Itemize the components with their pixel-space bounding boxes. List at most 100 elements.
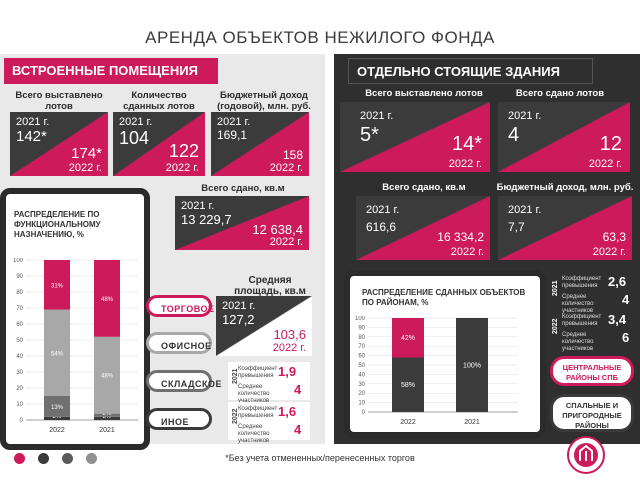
bar-segment (44, 396, 70, 417)
right-stat-label-1: Всего выставлено лотов (365, 88, 483, 99)
ratio-k-label: Коэффициент превышения (238, 366, 278, 379)
x-tick-label: 2021 (464, 419, 480, 426)
year-2021: 2021 г. (217, 116, 251, 128)
year-2022: 2022 г. (588, 158, 622, 170)
value-2021: 127,2 (222, 312, 255, 327)
y-tick-label: 10 (358, 401, 365, 407)
y-tick-label: 40 (16, 354, 23, 360)
y-tick-label: 80 (16, 290, 23, 296)
ratio-k-label: Коэффициент превышения (562, 314, 602, 327)
year-2021: 2021 г. (360, 110, 394, 122)
right-stat-card-budget: 2021 г. 7,7 63,3 2022 г. (498, 196, 632, 260)
y-tick-label: 30 (358, 382, 365, 388)
data-label: 2% (53, 414, 62, 420)
bar-segment (392, 357, 424, 412)
right-ratio-2021: 2021 Коэффициент превышения 2,6 Среднее … (552, 274, 636, 314)
year-2022: 2022 г. (592, 246, 626, 258)
year-2022: 2022 г. (269, 162, 303, 174)
category-office: ОФИСНОЕ (146, 332, 212, 354)
value-2021: 142* (16, 128, 47, 145)
value-2021: 13 229,7 (181, 212, 232, 227)
footnote: *Без учета отмененных/перенесенных торго… (225, 453, 415, 463)
left-stat-card-budget-income: 2021 г. 169,1 158 2022 г. (211, 112, 309, 176)
page-dot-3[interactable] (62, 453, 73, 464)
data-label: 100% (463, 363, 481, 370)
ratio-k-label: Коэффициент превышения (238, 406, 278, 419)
value-2021: 4 (508, 124, 520, 146)
bar-segment (94, 336, 120, 414)
category-trade: ТОРГОВОЕ (146, 295, 214, 317)
functional-chart-frame (0, 188, 150, 450)
data-label: 58% (401, 382, 415, 389)
functional-chart: 0 10 20 30 40 50 60 70 80 90 100 2% 13% 54% 31% 2022 2% 2… (13, 258, 138, 434)
year-2021: 2021 г. (222, 300, 256, 312)
left-avg-card: 2021 г. 127,2 103,6 2022 г. (216, 296, 312, 356)
y-tick-label: 70 (16, 306, 23, 312)
ratio-year: 2022 (552, 318, 559, 334)
year-2022: 2022 г. (448, 158, 482, 170)
district-chart: 0 10 20 30 40 50 60 70 80 90 100 58% 42% 2022 100% 2021 (355, 316, 518, 426)
value-2022: 158 (282, 148, 303, 162)
right-stat-card-area: 2021 г. 616,6 16 334,2 2022 г. (356, 196, 490, 260)
y-tick-label: 30 (16, 370, 23, 376)
emblem-icon (567, 436, 605, 474)
left-area-card: 2021 г. 13 229,7 12 638,4 2022 г. (175, 196, 309, 250)
value-2022: 122 (168, 141, 199, 161)
left-ratio-2021: 2021 Коэффициент превышения 1,9 Среднее … (228, 362, 310, 404)
year-2021: 2021 г. (508, 204, 542, 216)
legend-central-districts: ЦЕНТРАЛЬНЫЕ РАЙОНЫ СПБ (550, 356, 634, 386)
value-2022: 63,3 (602, 230, 626, 244)
value-2021: 169,1 (217, 128, 248, 142)
legend-suburban-districts: СПАЛЬНЫЕ И ПРИГОРОДНЫЕ РАЙОНЫ (550, 394, 634, 432)
built-in-premises-header: ВСТРОЕННЫЕ ПОМЕЩЕНИЯ (4, 58, 218, 84)
y-tick-label: 100 (355, 316, 366, 322)
y-tick-label: 80 (358, 335, 365, 341)
y-tick-label: 50 (358, 363, 365, 369)
data-label: 13% (51, 405, 64, 411)
page-dot-4[interactable] (86, 453, 97, 464)
y-tick-label: 20 (358, 391, 365, 397)
page-dot-1[interactable] (14, 453, 25, 464)
ratio-k-value: 1,9 (278, 364, 297, 379)
value-2022: 16 334,2 (437, 230, 484, 244)
year-2022: 2022 г. (272, 342, 306, 354)
bar-segment (94, 413, 120, 417)
ratio-k-value: 2,6 (608, 274, 627, 289)
y-tick-label: 40 (358, 372, 365, 378)
y-tick-label: 50 (16, 338, 23, 344)
ratio-p-value: 4 (622, 292, 630, 307)
category-other: ИНОЕ (146, 408, 212, 430)
data-label: 31% (51, 283, 64, 289)
x-tick-label: 2022 (49, 427, 65, 434)
x-tick-label: 2022 (400, 419, 416, 426)
y-tick-label: 90 (16, 274, 23, 280)
value-2022: 103,6 (273, 327, 306, 342)
data-label: 2% (103, 414, 112, 420)
data-label: 48% (101, 374, 114, 380)
page-title: АРЕНДА ОБЪЕКТОВ НЕЖИЛОГО ФОНДА (145, 28, 495, 47)
year-2021: 2021 г. (16, 116, 50, 128)
left-stat-card-lots-rented: 2021 г. 104 122 2022 г. (113, 112, 205, 176)
value-2021: 5* (360, 124, 379, 146)
year-2021: 2021 г. (181, 200, 215, 212)
value-2022: 12 (599, 133, 622, 155)
district-chart-title: РАСПРЕДЕЛЕНИЕ СДАННЫХ ОБЪЕКТОВ ПО РАЙОНА… (362, 288, 526, 307)
left-stat-label-2: Количество сданных лотов (123, 90, 195, 112)
bar-segment (456, 318, 488, 412)
district-chart-frame (344, 270, 546, 438)
right-stat-card-lots-rented: 2021 г. 4 12 2022 г. (498, 102, 630, 172)
left-area-label: Всего сдано, кв.м (201, 183, 285, 194)
right-stat-label-2: Всего сдано лотов (515, 88, 605, 99)
left-avg-label: Средняя площадь, кв.м (234, 275, 306, 297)
data-label: 48% (101, 297, 114, 303)
standalone-buildings-header: ОТДЕЛЬНО СТОЯЩИЕ ЗДАНИЯ (348, 58, 593, 84)
y-tick-label: 0 (20, 418, 24, 424)
right-ratio-2022: 2022 Коэффициент превышения 3,4 Среднее … (552, 312, 636, 352)
value-2021: 616,6 (366, 220, 397, 234)
y-tick-label: 20 (16, 386, 23, 392)
x-tick-label: 2021 (99, 427, 115, 434)
bar-segment (44, 309, 70, 396)
page-dot-2[interactable] (38, 453, 49, 464)
year-2022: 2022 г. (450, 246, 484, 258)
y-tick-label: 0 (362, 410, 366, 416)
